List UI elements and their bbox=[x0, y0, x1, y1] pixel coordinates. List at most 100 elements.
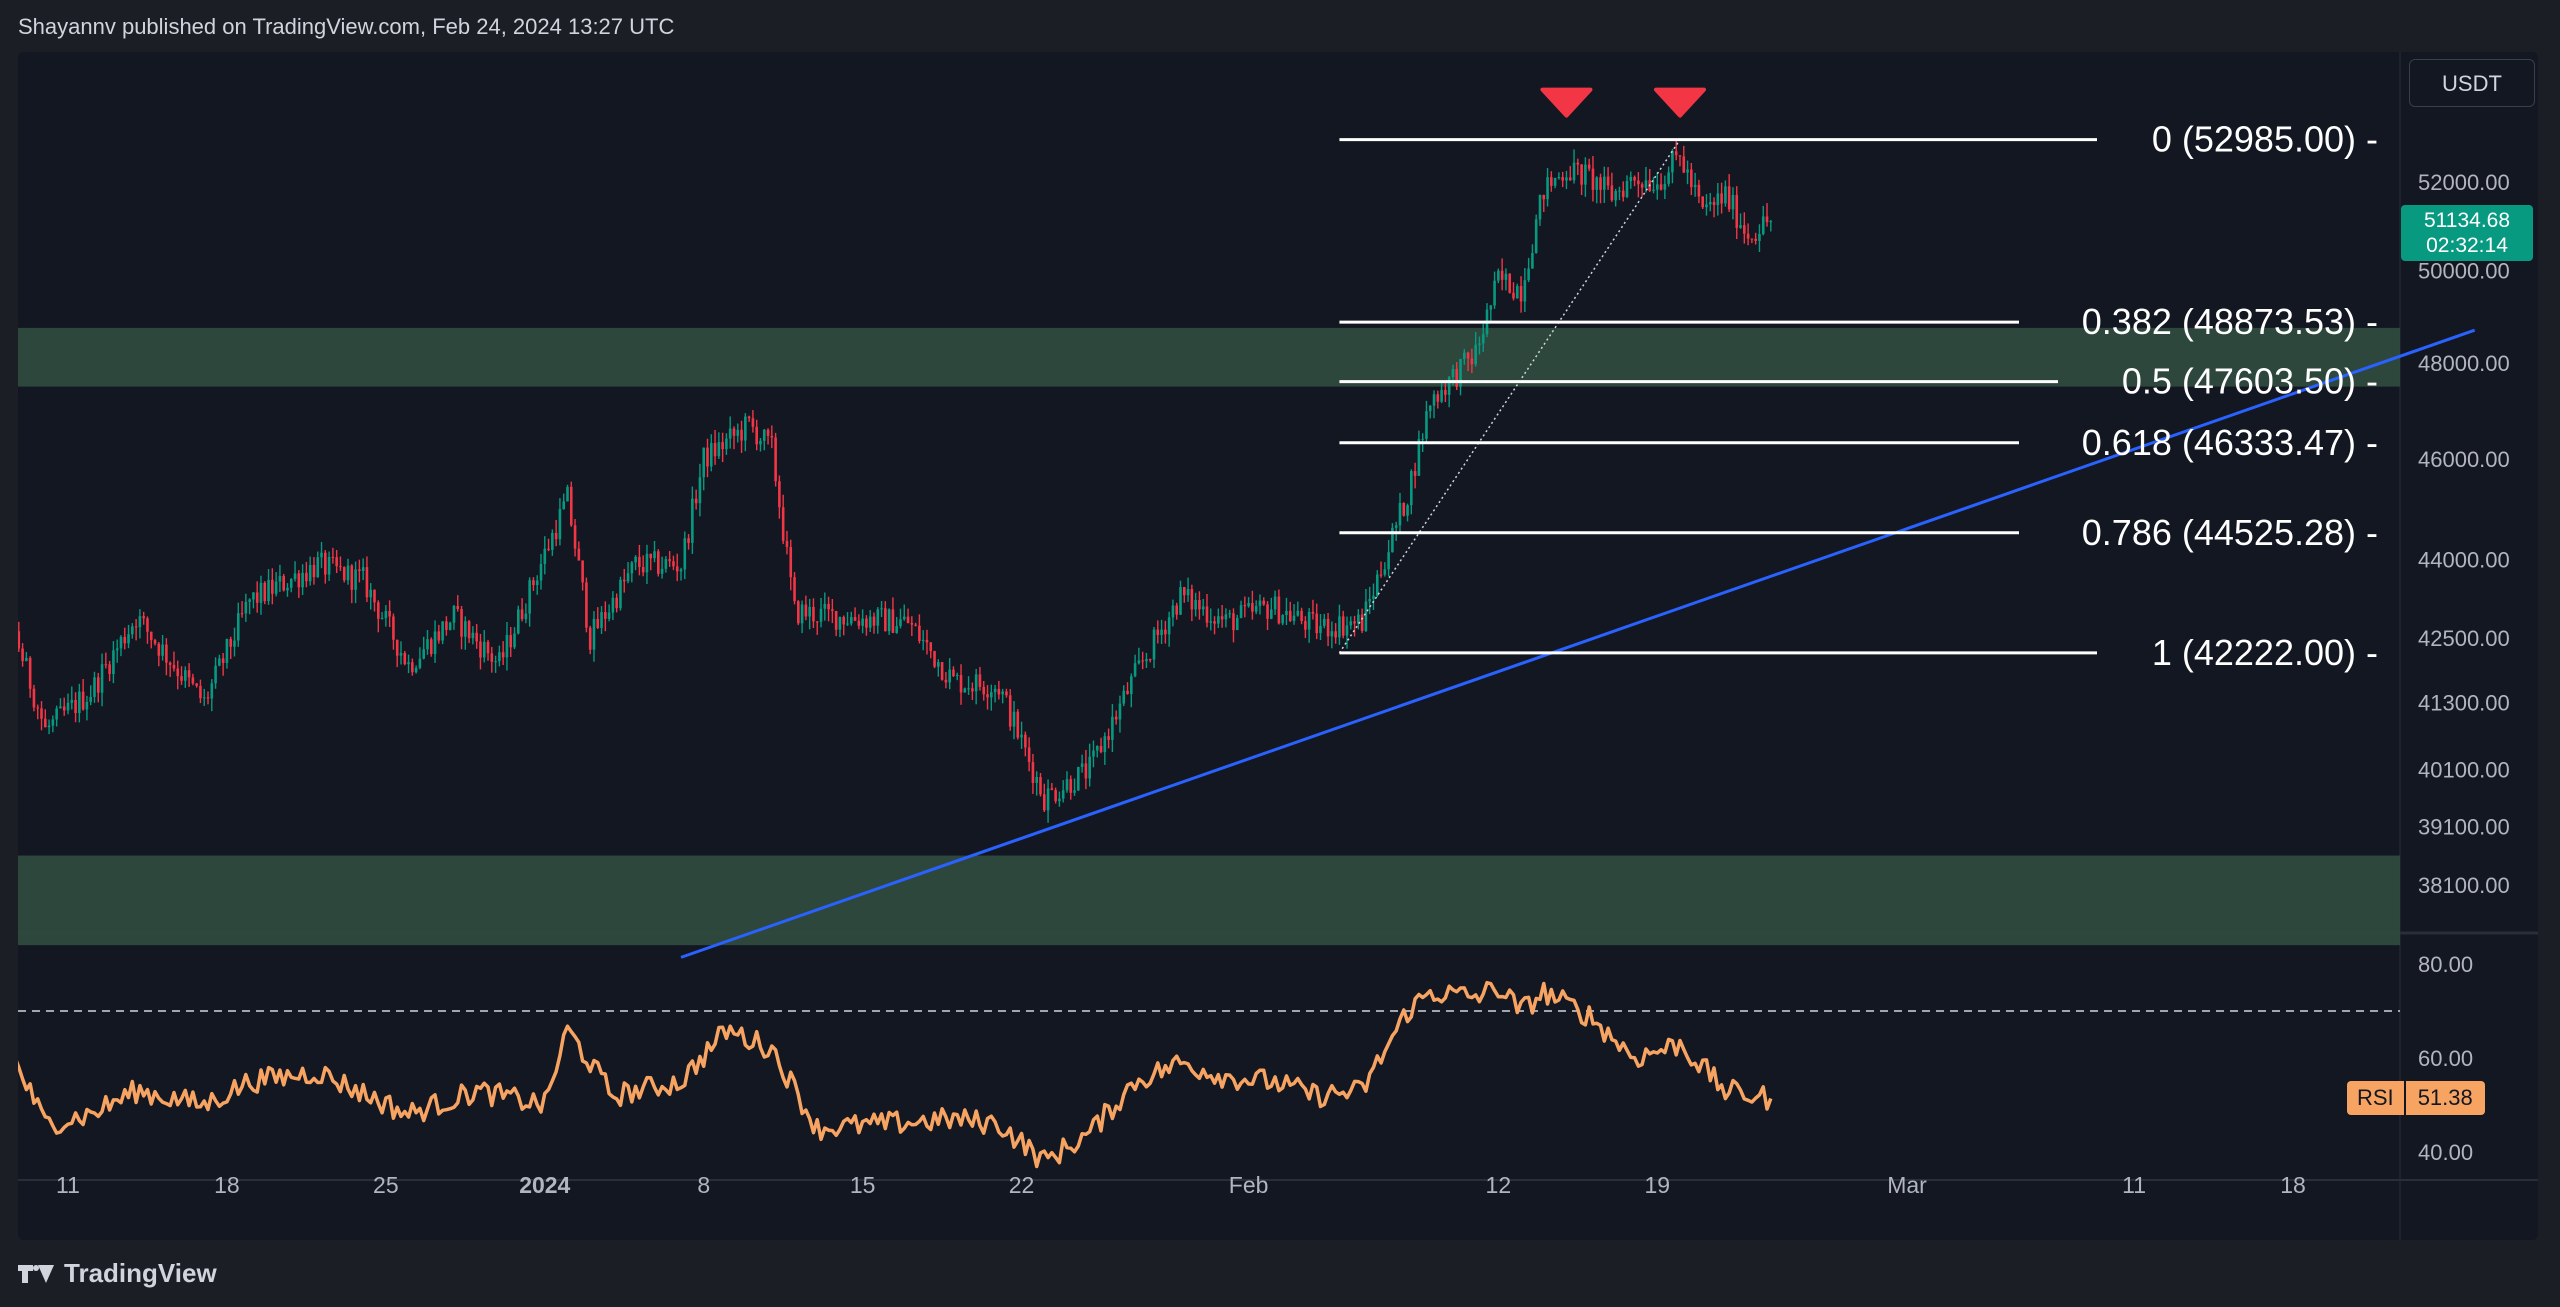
candle-body bbox=[1618, 190, 1621, 192]
candle bbox=[895, 616, 898, 634]
candle-body bbox=[1232, 613, 1235, 631]
candle bbox=[479, 633, 482, 670]
candle-body bbox=[1254, 605, 1258, 612]
candle-body bbox=[100, 664, 104, 693]
candle bbox=[471, 626, 475, 645]
candle bbox=[1690, 162, 1693, 196]
candle-body bbox=[1114, 716, 1118, 720]
candle-body bbox=[127, 634, 130, 644]
candle-body bbox=[1394, 525, 1398, 528]
candle bbox=[781, 494, 785, 545]
candle bbox=[1073, 778, 1076, 796]
candle-body bbox=[96, 677, 100, 693]
candle-body bbox=[1035, 777, 1039, 783]
candle-body bbox=[1322, 618, 1326, 626]
candle bbox=[921, 630, 925, 651]
chart-frame[interactable]: 0 (52985.00) - 0.382 (48873.53) - 0.5 (476… bbox=[18, 52, 2538, 1240]
candle bbox=[675, 553, 679, 582]
candle bbox=[1497, 268, 1500, 284]
candle-body bbox=[861, 618, 864, 626]
candle-body bbox=[1553, 177, 1557, 186]
candle bbox=[134, 619, 138, 641]
candlestick-chart[interactable]: 0 (52985.00) - 0.382 (48873.53) - 0.5 (476… bbox=[18, 52, 2538, 1240]
publisher-header: Shayannv published on TradingView.com, F… bbox=[18, 14, 675, 39]
candle bbox=[1659, 173, 1663, 191]
candle bbox=[887, 608, 891, 635]
candle-body bbox=[47, 725, 51, 728]
candle-body bbox=[18, 631, 21, 649]
candle-body bbox=[1304, 621, 1307, 630]
candle-body bbox=[1334, 631, 1337, 638]
candle-body bbox=[762, 429, 766, 441]
candle bbox=[1671, 148, 1674, 184]
rsi-line[interactable] bbox=[18, 980, 1773, 1169]
candle-body bbox=[717, 442, 721, 457]
candle-body bbox=[180, 676, 183, 681]
candle-body bbox=[1383, 569, 1387, 575]
candle-body bbox=[732, 428, 736, 436]
candle bbox=[1092, 740, 1095, 768]
candle bbox=[467, 619, 471, 644]
fib-label: 0.618 (46333.47) - bbox=[2082, 422, 2378, 463]
candle bbox=[81, 678, 85, 711]
candle bbox=[354, 561, 357, 604]
candle bbox=[486, 639, 490, 661]
candle-body bbox=[944, 679, 948, 683]
candle-body bbox=[1338, 616, 1341, 638]
candle-body bbox=[1016, 711, 1020, 738]
candle bbox=[70, 686, 74, 710]
price-pane[interactable] bbox=[18, 52, 2538, 932]
candle-body bbox=[40, 708, 43, 719]
candle bbox=[429, 637, 433, 657]
candle bbox=[971, 682, 974, 701]
candle-body bbox=[1432, 394, 1436, 406]
footer-brand[interactable]: TradingView bbox=[18, 1258, 217, 1289]
candle bbox=[1629, 171, 1633, 189]
candle bbox=[214, 657, 217, 689]
candle bbox=[1432, 390, 1436, 419]
candle bbox=[759, 437, 762, 452]
candle-body bbox=[392, 616, 395, 640]
candle-body bbox=[918, 625, 921, 642]
candle-body bbox=[138, 616, 142, 628]
candle-body bbox=[1080, 763, 1084, 767]
candle bbox=[1190, 584, 1194, 622]
candle-body bbox=[1186, 589, 1190, 596]
candle bbox=[755, 419, 758, 451]
currency-selector[interactable]: USDT bbox=[2409, 59, 2535, 107]
candle bbox=[1069, 775, 1073, 800]
candle bbox=[1148, 658, 1152, 663]
candle-body bbox=[887, 609, 891, 632]
candle-body bbox=[1130, 676, 1133, 695]
candle bbox=[933, 650, 936, 669]
candle-body bbox=[153, 640, 157, 644]
candle bbox=[978, 666, 982, 691]
candle bbox=[339, 556, 342, 571]
candle-body bbox=[694, 498, 698, 504]
candle bbox=[365, 556, 369, 603]
candle-body bbox=[1576, 162, 1580, 165]
candle bbox=[679, 567, 683, 581]
candle-body bbox=[157, 643, 161, 656]
candle-body bbox=[660, 568, 664, 574]
candle-body bbox=[1546, 177, 1549, 200]
candle-body bbox=[248, 599, 251, 602]
candle-body bbox=[910, 622, 914, 625]
candle-body bbox=[252, 592, 255, 600]
candle-body bbox=[1160, 629, 1163, 636]
candle-body bbox=[1625, 180, 1629, 198]
candle-body bbox=[778, 481, 781, 508]
candle bbox=[638, 544, 641, 576]
candle bbox=[698, 463, 702, 517]
candle bbox=[664, 556, 668, 573]
candle bbox=[834, 610, 838, 637]
trendline[interactable] bbox=[680, 328, 2476, 959]
candle bbox=[1122, 685, 1126, 707]
candle bbox=[634, 555, 637, 571]
candle bbox=[1273, 590, 1277, 615]
candle-body bbox=[914, 624, 917, 626]
candle bbox=[78, 683, 81, 723]
candle bbox=[672, 555, 675, 571]
candle bbox=[918, 614, 921, 644]
candle-body bbox=[199, 685, 202, 699]
